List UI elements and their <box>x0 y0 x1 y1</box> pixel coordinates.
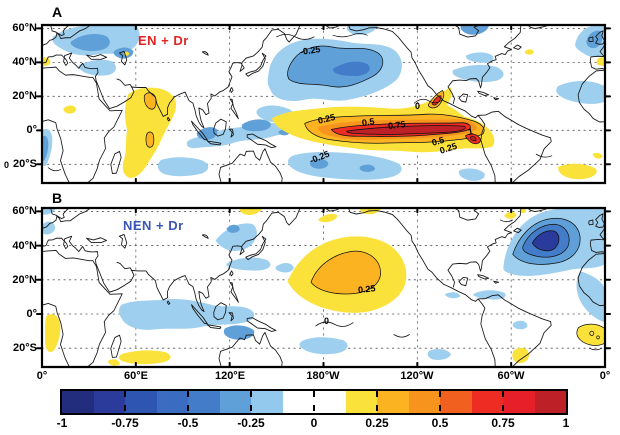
colorbar-segment <box>188 391 220 413</box>
panel-a-medium-blue-regions <box>42 25 603 172</box>
colorbar-tick <box>502 391 504 397</box>
colorbar-segment <box>345 391 377 413</box>
panel-a-lat-20n: 20°N <box>12 90 37 102</box>
colorbar-label: 0.5 <box>431 416 449 430</box>
colorbar-segment <box>534 391 566 413</box>
colorbar-tick <box>376 391 378 397</box>
contour-label: 0 <box>324 316 330 326</box>
lon-180w: 180°W <box>306 370 340 382</box>
panel-b-map <box>35 208 612 367</box>
panel-a-title: EN + Dr <box>138 33 189 48</box>
lon-0e: 0° <box>36 370 48 382</box>
panel-a-lat-20s: 20°S <box>13 158 37 170</box>
colorbar-tick <box>250 405 252 411</box>
colorbar-label: -0.5 <box>177 416 199 430</box>
panel-b-lat-20s: 20°S <box>13 342 37 354</box>
panel-b-lat-0: 0° <box>26 308 37 320</box>
colorbar-label: -1 <box>56 416 68 430</box>
colorbar-label: -0.25 <box>237 416 265 430</box>
panel-b-lat-20n: 20°N <box>12 274 37 286</box>
panel-a-north-pacific-negative-core <box>287 45 384 88</box>
panel-b-atlantic-negative-core <box>531 230 560 252</box>
colorbar-tick <box>187 391 189 397</box>
panel-a-lat-60n: 60°N <box>12 22 37 34</box>
contour-label: 0.25 <box>357 283 376 295</box>
colorbar-label: 0.75 <box>491 416 515 430</box>
colorbar-segment <box>408 391 440 413</box>
lon-60w: 60°W <box>497 370 525 382</box>
colorbar-segment <box>93 391 125 413</box>
panel-b-field <box>42 208 605 367</box>
colorbar-tick <box>313 405 315 411</box>
panel-b-yellow-regions <box>45 208 530 366</box>
colorbar-tick <box>439 405 441 411</box>
colorbar-label: -0.75 <box>111 416 139 430</box>
panel-b-zero-contours <box>315 219 603 351</box>
colorbar-tick <box>502 405 504 411</box>
panel-a-frame <box>42 25 605 183</box>
colorbar-segment <box>219 391 251 413</box>
panel-a-field <box>42 25 605 183</box>
colorbar-tick <box>376 405 378 411</box>
colorbar-label: 1 <box>562 416 570 430</box>
colorbar-tick <box>124 391 126 397</box>
colorbar-segment <box>440 391 472 413</box>
panel-a-letter: A <box>52 4 63 20</box>
panel-b-lat-40n: 40°N <box>12 240 37 252</box>
lon-0w: 0° <box>599 370 611 382</box>
panel-a-map <box>35 25 612 183</box>
panel-a-yellow-regions <box>42 49 605 180</box>
contour-label: 0.5 <box>361 116 376 128</box>
colorbar-tick <box>124 405 126 411</box>
panel-a-lat-40n: 40°N <box>12 56 37 68</box>
colorbar-tick <box>250 391 252 397</box>
panel-a-deep-blue-core <box>332 61 370 76</box>
colorbar-segment <box>377 391 409 413</box>
panel-b-letter: B <box>52 190 63 206</box>
panel-b-title: NEN + Dr <box>123 218 184 233</box>
colorbar-tick <box>439 391 441 397</box>
panel-b-north-pacific-positive-core <box>310 250 381 295</box>
panel-a-dark-red-core <box>346 125 477 142</box>
colorbar-tick <box>187 405 189 411</box>
panel-b-southern-africa-yellow <box>576 323 605 346</box>
panel-b-lat-60n: 60°N <box>12 205 37 217</box>
panel-b-light-blue-regions <box>42 208 605 360</box>
panel-b-medium-blue-spots <box>223 224 255 340</box>
colorbar-segment <box>282 391 314 413</box>
colorbar-segment <box>62 391 94 413</box>
colorbar-label: 0.25 <box>365 416 389 430</box>
contour-label: 0.75 <box>387 119 406 131</box>
colorbar-segment <box>471 391 503 413</box>
colorbar-tick <box>313 391 315 397</box>
colorbar-label: 0 <box>310 416 318 430</box>
contour-label: 0 <box>415 101 421 111</box>
lon-60e: 60°E <box>124 370 148 382</box>
lon-120e: 120°E <box>214 370 246 382</box>
panel-a-lat-0: 0° <box>26 124 37 136</box>
lon-120w: 120°W <box>400 370 434 382</box>
colorbar-segment <box>251 391 283 413</box>
colorbar-segment <box>314 391 346 413</box>
colorbar-segment <box>125 391 157 413</box>
colorbar <box>60 389 568 415</box>
contour-label: 0 <box>4 160 10 170</box>
colorbar-segment <box>156 391 188 413</box>
panel-a-zero-contours <box>47 33 553 172</box>
colorbar-segment <box>503 391 535 413</box>
panel-b-frame <box>42 208 605 367</box>
